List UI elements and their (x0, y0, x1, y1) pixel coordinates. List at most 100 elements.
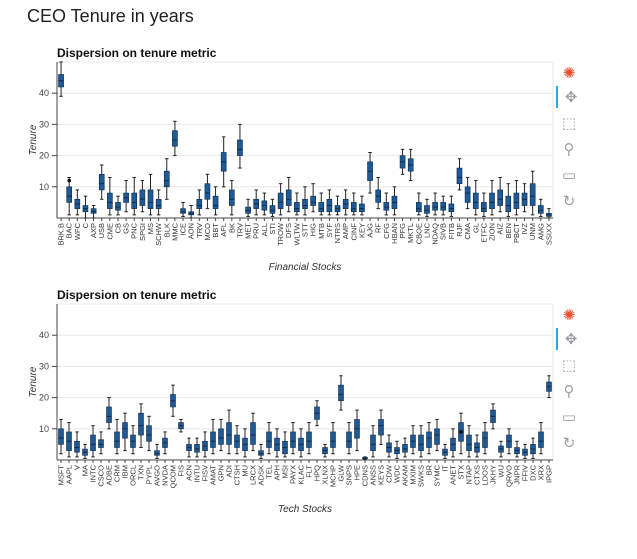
box (489, 192, 495, 209)
x-tick-label: AMP (341, 223, 350, 239)
x-tick-label: FLT (305, 465, 314, 478)
box (537, 205, 544, 214)
x-tick-label: FISV (201, 465, 210, 482)
reset-icon[interactable]: ↻ (562, 192, 576, 210)
pan-icon[interactable]: ✥ (556, 86, 584, 108)
pan-icon[interactable]: ✥ (556, 328, 584, 350)
reset-icon[interactable]: ↻ (562, 434, 576, 452)
x-tick-label: JKHY (489, 465, 498, 484)
x-tick-label: STX (457, 465, 466, 480)
chart-title: Dispersion on tenure metric (57, 46, 217, 60)
x-tick-label: CME (105, 223, 114, 240)
x-tick-label: INTC (89, 464, 98, 482)
wheel-zoom-icon[interactable]: ⚲ (563, 140, 575, 158)
x-tick-label: WDC (393, 464, 402, 482)
x-tick-label: MKTL (406, 223, 415, 243)
chart-title: Dispersion on tenure metric (57, 288, 217, 302)
x-tick-label: MS (146, 223, 155, 234)
box (294, 202, 300, 213)
x-tick-label: LDOS (481, 465, 490, 485)
box (432, 202, 438, 211)
box (107, 192, 113, 209)
x-tick-label: SYF (325, 223, 334, 238)
box (172, 130, 178, 147)
x-tick-label: DFS (284, 223, 293, 238)
box (226, 422, 232, 445)
box (98, 439, 104, 448)
box (472, 192, 479, 209)
x-tick-label: MSI (281, 465, 290, 478)
x-tick-label: MU (241, 465, 250, 477)
x-tick-label: ADBE (105, 465, 114, 485)
box (131, 192, 138, 209)
x-tick-label: APH (273, 465, 282, 480)
box (383, 202, 390, 211)
x-tick-label: INTU (193, 465, 202, 483)
x-tick-label: CTSH (233, 465, 242, 485)
box-zoom-icon[interactable]: ⬚ (561, 114, 577, 132)
x-tick-label: RJF (455, 223, 464, 237)
financial-chart: Dispersion on tenure metric 10 20 30 40 Tenur… (0, 40, 637, 280)
box (310, 195, 316, 206)
x-tick-label: SNPS (345, 465, 354, 485)
box (426, 431, 432, 448)
bokeh-logo-icon[interactable]: ✺ (562, 64, 576, 82)
box (154, 450, 160, 456)
x-tick-label: FIS (177, 465, 186, 477)
x-tick-label: TXN (137, 465, 146, 480)
x-tick-label: QCOM (169, 465, 178, 488)
box (58, 428, 64, 445)
x-tick-label: WFC (73, 222, 82, 240)
box (250, 422, 256, 445)
x-tick-label: AFL (219, 223, 228, 237)
box (138, 412, 144, 436)
box (529, 183, 536, 206)
x-tick-label: AAPL (65, 465, 74, 484)
box (440, 202, 447, 211)
x-tick-label: SYMC (433, 464, 442, 486)
x-tick-label: V (73, 465, 82, 470)
x-tick-label: TROW (276, 222, 285, 246)
box (204, 183, 211, 200)
x-tick-label: AKAM (401, 465, 410, 486)
box (290, 431, 296, 448)
box (180, 208, 186, 214)
save-icon[interactable]: ▭ (561, 408, 577, 426)
box (147, 189, 154, 209)
bokeh-logo-icon[interactable]: ✺ (562, 306, 576, 324)
box (497, 189, 503, 206)
x-tick-label: BLK (162, 223, 171, 237)
box (456, 167, 463, 184)
save-icon[interactable]: ▭ (561, 166, 577, 184)
x-tick-label: AJG (366, 223, 375, 238)
x-tick-label: AON (187, 223, 196, 239)
y-tick-label: 40 (39, 88, 49, 98)
x-tick-label: HBAN (390, 223, 399, 244)
x-tick-label: MCHP (329, 465, 338, 487)
y-tick-label: 40 (39, 330, 49, 340)
y-tick-label: 20 (39, 393, 49, 403)
box (350, 202, 357, 213)
wheel-zoom-icon[interactable]: ⚲ (563, 382, 575, 400)
x-tick-label: ZION (488, 223, 497, 241)
x-tick-label: JNPR (513, 464, 522, 484)
box (196, 198, 203, 209)
box (346, 431, 352, 448)
x-tick-label: PBCT (512, 223, 521, 243)
x-tick-label: AXP (89, 223, 98, 238)
box (115, 202, 121, 211)
x-tick-label: KEY (357, 223, 366, 238)
x-tick-label: CDNS (361, 465, 370, 486)
x-tick-label: ACN (185, 465, 194, 481)
x-tick-label: XLNX (321, 465, 330, 485)
x-tick-label: MSFT (57, 465, 66, 486)
x-tick-label: PYPL (145, 465, 154, 484)
box (194, 444, 200, 453)
box-zoom-icon[interactable]: ⬚ (561, 356, 577, 374)
x-tick-label: WU (497, 465, 506, 478)
x-tick-label: CBOE (414, 223, 423, 244)
x-tick-label: BAC (65, 222, 74, 238)
x-tick-label: BK (227, 223, 236, 233)
x-tick-label: TRV (195, 223, 204, 238)
x-tick-label: FFIV (521, 465, 530, 481)
